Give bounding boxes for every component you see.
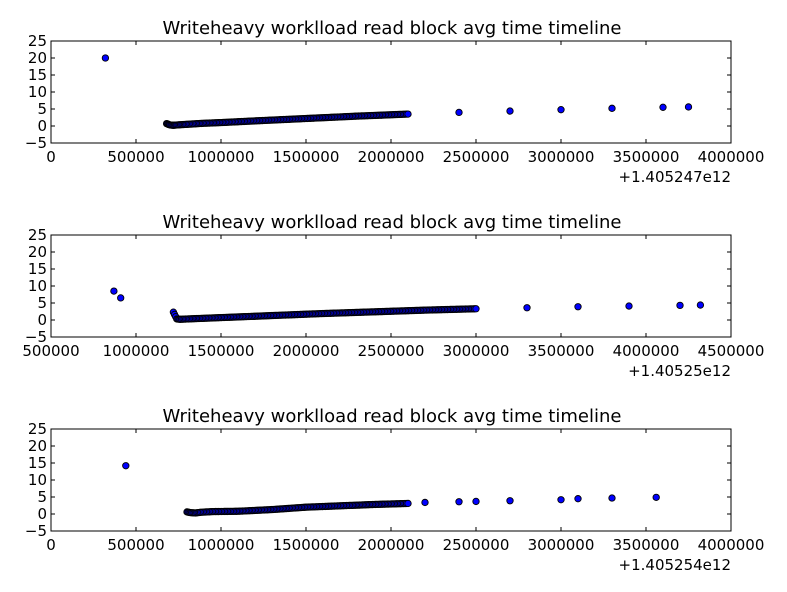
x-tick-label: 2000000 xyxy=(358,148,425,166)
data-point xyxy=(404,499,412,508)
y-tick-label: 25 xyxy=(28,420,47,438)
x-tick-label: 3500000 xyxy=(528,342,595,360)
data-point xyxy=(557,496,565,504)
x-tick-label: 1500000 xyxy=(273,148,340,166)
x-tick-label: 1000000 xyxy=(103,342,170,360)
subplot-1: Writeheavy worklload read block avg time… xyxy=(25,18,765,186)
y-tick-label: 20 xyxy=(28,437,47,455)
y-tick-label: 10 xyxy=(28,83,47,101)
subplot-3: Writeheavy worklload read block avg time… xyxy=(25,406,765,574)
data-point xyxy=(684,103,693,111)
x-tick-label: 2500000 xyxy=(443,148,510,166)
subplot-2: Writeheavy worklload read block avg time… xyxy=(22,212,764,380)
y-tick-label: 10 xyxy=(28,471,47,489)
x-tick-label: 3000000 xyxy=(528,536,595,554)
data-point xyxy=(455,498,463,506)
data-point xyxy=(455,108,463,117)
data-point xyxy=(101,54,110,62)
data-point xyxy=(421,498,429,507)
data-point xyxy=(557,106,565,114)
data-point xyxy=(574,495,582,503)
x-offset-label: +1.405247e12 xyxy=(619,168,731,186)
x-tick-label: 4000000 xyxy=(613,342,680,360)
x-tick-label: 4000000 xyxy=(698,148,765,166)
plot-frame xyxy=(50,234,732,338)
x-tick-label: 2000000 xyxy=(273,342,340,360)
data-point xyxy=(608,494,616,502)
y-tick-label: 5 xyxy=(37,100,47,118)
series-points xyxy=(110,287,705,323)
plot-frame xyxy=(50,428,732,532)
data-point xyxy=(523,304,531,312)
chart-title: Writeheavy worklload read block avg time… xyxy=(163,18,622,39)
y-tick-label: 0 xyxy=(37,505,47,523)
x-offset-label: +1.40525e12 xyxy=(628,362,731,380)
data-point xyxy=(506,497,514,505)
data-point xyxy=(472,497,480,506)
y-tick-label: 25 xyxy=(28,32,47,50)
y-tick-label: 20 xyxy=(28,243,47,261)
data-point xyxy=(625,302,633,310)
x-tick-label: 1500000 xyxy=(188,342,255,360)
x-tick-label: 1500000 xyxy=(273,536,340,554)
x-tick-label: 500000 xyxy=(107,536,164,554)
x-tick-label: 4500000 xyxy=(698,342,765,360)
y-tick-label: 0 xyxy=(37,311,47,329)
data-point xyxy=(122,462,130,470)
x-tick-label: 2500000 xyxy=(358,342,425,360)
data-point xyxy=(574,303,582,311)
y-tick-label: 20 xyxy=(28,49,47,67)
y-tick-label: 25 xyxy=(28,226,47,244)
data-point xyxy=(608,104,616,112)
data-point xyxy=(696,301,705,309)
x-offset-label: +1.405254e12 xyxy=(619,556,731,574)
x-tick-label: 2000000 xyxy=(358,536,425,554)
y-tick-label: 15 xyxy=(28,66,47,84)
data-point xyxy=(506,107,514,115)
x-tick-label: 3000000 xyxy=(443,342,510,360)
x-tick-label: 3500000 xyxy=(613,148,680,166)
data-point xyxy=(652,493,660,501)
y-tick-label: 5 xyxy=(37,294,47,312)
y-tick-label: −5 xyxy=(25,522,47,540)
data-point xyxy=(676,301,684,310)
y-tick-label: −5 xyxy=(25,134,47,152)
x-tick-label: 2500000 xyxy=(443,536,510,554)
y-tick-label: 10 xyxy=(28,277,47,295)
data-point xyxy=(659,103,667,111)
data-point xyxy=(117,294,125,302)
plot-frame xyxy=(50,40,732,144)
x-tick-label: 0 xyxy=(46,536,56,554)
chart-title: Writeheavy worklload read block avg time… xyxy=(163,212,622,233)
y-tick-label: 15 xyxy=(28,260,47,278)
data-point xyxy=(110,287,118,295)
x-tick-label: 3500000 xyxy=(613,536,680,554)
series-points xyxy=(122,462,660,517)
y-tick-label: −5 xyxy=(25,328,47,346)
x-tick-label: 4000000 xyxy=(698,536,765,554)
x-tick-label: 1000000 xyxy=(188,148,255,166)
x-tick-label: 3000000 xyxy=(528,148,595,166)
x-tick-label: 500000 xyxy=(22,342,79,360)
x-tick-label: 500000 xyxy=(107,148,164,166)
series-points xyxy=(101,54,693,129)
y-tick-label: 5 xyxy=(37,488,47,506)
y-tick-label: 15 xyxy=(28,454,47,472)
x-tick-label: 1000000 xyxy=(188,536,255,554)
data-point xyxy=(472,305,480,313)
x-tick-label: 0 xyxy=(46,148,56,166)
data-point xyxy=(404,110,412,118)
chart-title: Writeheavy worklload read block avg time… xyxy=(163,406,622,427)
y-tick-label: 0 xyxy=(37,117,47,135)
